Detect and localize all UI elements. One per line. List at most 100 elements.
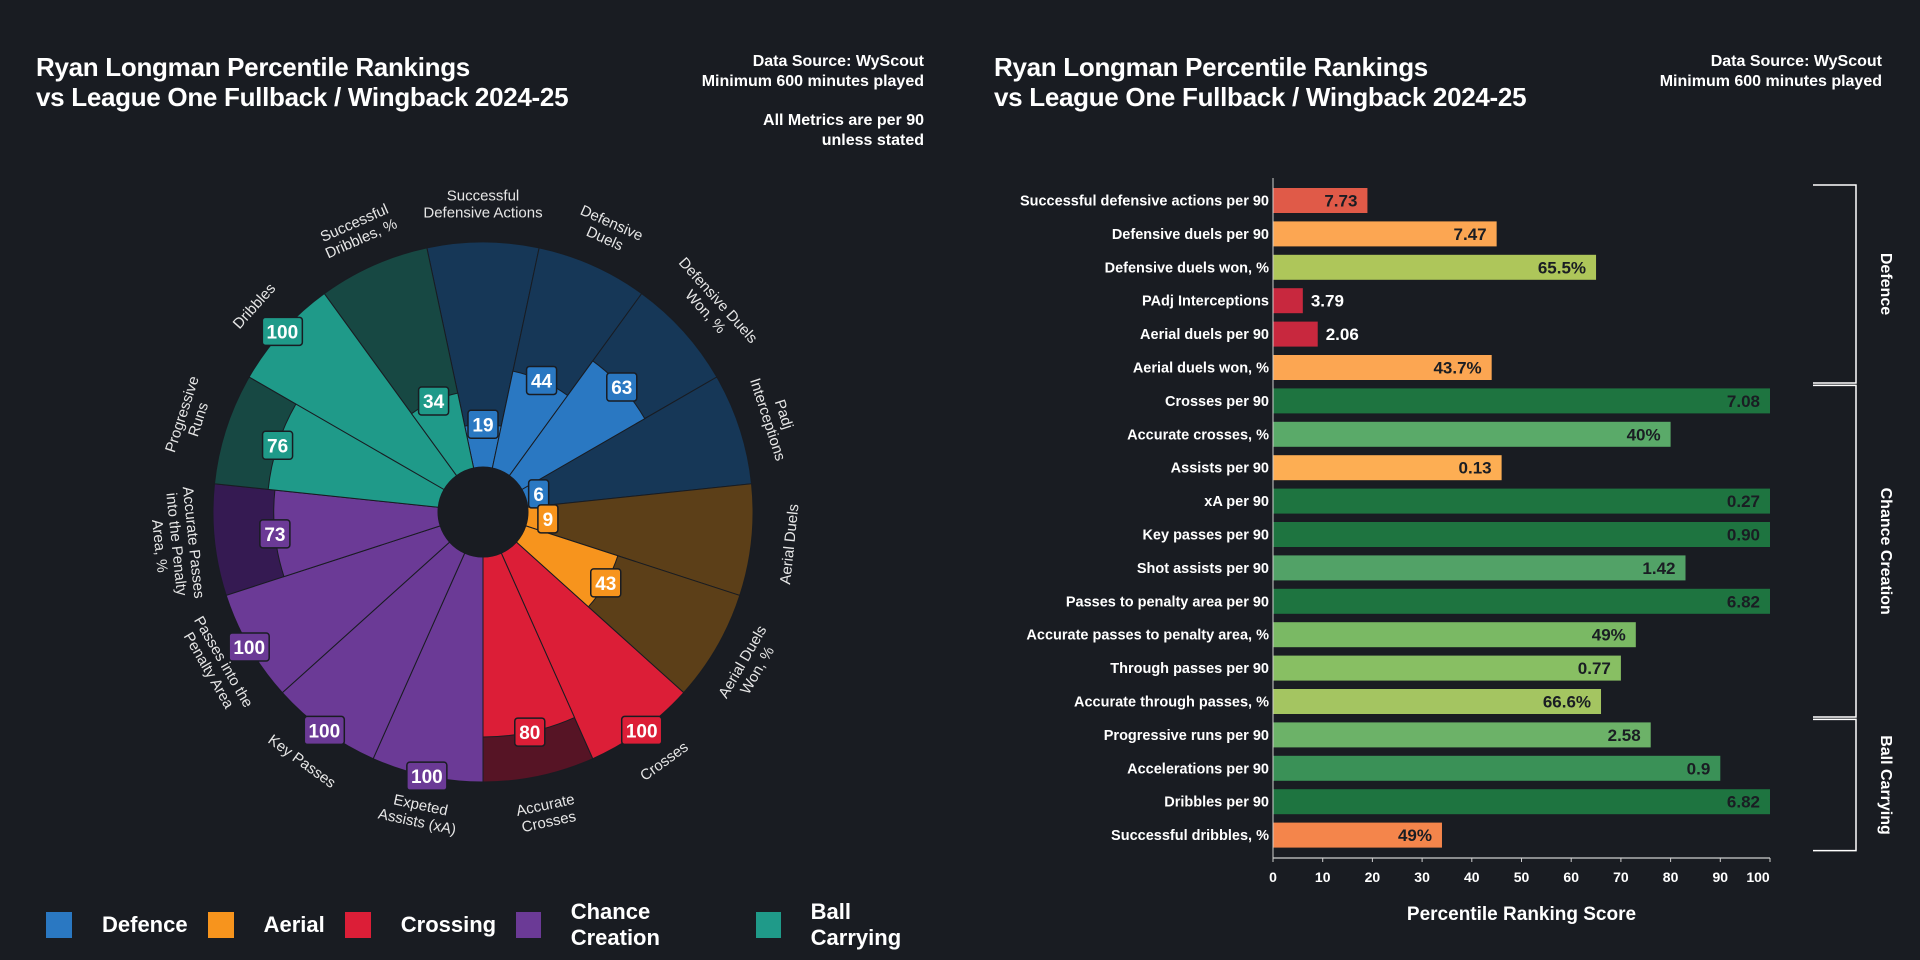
- title-line-2: vs League One Fullback / Wingback 2024-2…: [994, 82, 1527, 112]
- polar-value-labels: 19 44 63 6 9 43 100 80 100 100 100 73 76 100 34: [228, 316, 663, 791]
- bar-value-label: 43.7%: [1433, 359, 1481, 378]
- bar-chart-title: Ryan Longman Percentile Rankings vs Leag…: [994, 52, 1527, 112]
- bar-row: Aerial duels per 90 2.06: [1140, 321, 1359, 347]
- polar-value-badge: 100: [406, 761, 448, 791]
- bar-row: Successful dribbles, % 49%: [1111, 822, 1442, 848]
- bar-category-label: Dribbles per 90: [1164, 795, 1269, 811]
- bar-chart-panel: Ryan Longman Percentile Rankings vs Leag…: [960, 0, 1920, 960]
- legend-item-crossing: Crossing: [344, 912, 496, 938]
- title-line-1: Ryan Longman Percentile Rankings: [36, 52, 470, 82]
- polar-value-wedges: [225, 292, 685, 783]
- bar: [1273, 288, 1303, 314]
- legend-swatch: [344, 912, 371, 938]
- bar-category-label: Successful defensive actions per 90: [1020, 194, 1269, 210]
- bar-value-label: 3.79: [1311, 292, 1344, 311]
- badge-box: [259, 519, 291, 549]
- bar: [1273, 522, 1770, 547]
- polar-chart-panel: Ryan Longman Percentile Rankings vs Leag…: [36, 52, 940, 951]
- bar-row: Dribbles per 90 6.82: [1164, 789, 1770, 815]
- group-label: Defence: [1877, 253, 1894, 315]
- polar-value-badge: 100: [620, 715, 663, 746]
- data-source-note: Data Source: WyScout Minimum 600 minutes…: [702, 52, 924, 92]
- badge-box: [620, 715, 663, 746]
- legend-label: Defence: [102, 912, 188, 937]
- bar-row: Crosses per 90 7.08: [1165, 388, 1770, 414]
- metrics-note: All Metrics are per 90 unless stated: [763, 111, 924, 151]
- bar-value-label: 2.06: [1326, 325, 1359, 344]
- bar-value-label: 0.90: [1727, 526, 1760, 545]
- polar-category-label: Accurate Passesinto the PenaltyArea, %: [145, 486, 207, 603]
- badge-box: [590, 568, 622, 598]
- polar-value-label: 100: [411, 767, 443, 788]
- badge-box: [261, 316, 304, 347]
- polar-value-badge: 44: [525, 365, 558, 396]
- x-tick-label: 60: [1563, 869, 1579, 885]
- polar-value-label: 63: [611, 378, 632, 399]
- x-tick-label: 90: [1713, 869, 1729, 885]
- bar: [1273, 789, 1770, 815]
- bar-row: Aerial duels won, % 43.7%: [1133, 355, 1492, 380]
- polar-value-label: 44: [531, 371, 553, 392]
- polar-value-label: 76: [267, 436, 288, 457]
- bar-category-label: Defensive duels won, %: [1105, 260, 1269, 276]
- bar: [1273, 388, 1770, 414]
- bar-value-label: 0.9: [1687, 759, 1711, 778]
- title-line-2: vs League One Fullback / Wingback 2024-2…: [36, 82, 569, 112]
- bar-row: Accurate passes to penalty area, % 49%: [1026, 622, 1636, 648]
- bar: [1273, 455, 1502, 481]
- source-line-1: Data Source: WyScout: [752, 53, 924, 70]
- bar-row: Successful defensive actions per 90 7.73: [1020, 188, 1368, 213]
- bar-value-label: 2.58: [1608, 726, 1641, 745]
- bar-value-label: 0.77: [1578, 659, 1611, 678]
- polar-value-label: 100: [308, 721, 340, 742]
- polar-value-badge: 76: [261, 430, 294, 461]
- bar: [1273, 622, 1636, 648]
- bar-row: Defensive duels won, % 65.5%: [1105, 254, 1597, 280]
- bar-row: Through passes per 90 0.77: [1110, 655, 1621, 681]
- note-line-2: unless stated: [821, 132, 924, 149]
- bar-row: Accurate crosses, % 40%: [1127, 421, 1671, 447]
- polar-value-badge: 73: [259, 519, 291, 549]
- polar-value-badge: 63: [606, 372, 638, 402]
- bar: [1273, 655, 1621, 681]
- bar-value-label: 7.08: [1727, 392, 1760, 411]
- legend-item-ball-carrying: Ball Carrying: [756, 899, 940, 951]
- bar-row: Progressive runs per 90 2.58: [1104, 722, 1651, 748]
- x-tick-label: 80: [1663, 869, 1679, 885]
- polar-value-badge: 43: [590, 568, 622, 598]
- source-line-2: Minimum 600 minutes played: [1659, 73, 1882, 90]
- bracket-line: [1813, 184, 1857, 384]
- bar-row: Shot assists per 90 1.42: [1137, 555, 1686, 581]
- legend-item-chance-creation: Chance Creation: [516, 899, 736, 951]
- bar-value-label: 7.73: [1324, 192, 1357, 211]
- bar: [1273, 321, 1318, 347]
- badge-box: [537, 504, 559, 534]
- legend-item-defence: Defence: [46, 912, 188, 938]
- bar: [1273, 188, 1368, 213]
- polar-category-label: Successful Defensive Actions: [423, 188, 542, 222]
- polar-value-badge: 19: [467, 409, 499, 439]
- badge-box: [525, 365, 558, 396]
- bar: [1273, 689, 1602, 714]
- bar-value-label: 6.82: [1727, 592, 1760, 611]
- bar-rows: Successful defensive actions per 90 7.73 D…: [1020, 188, 1770, 848]
- polar-value-badge: 9: [537, 504, 559, 534]
- bar-row: PAdj Interceptions 3.79: [1142, 288, 1344, 314]
- title-line-1: Ryan Longman Percentile Rankings: [994, 52, 1428, 82]
- bar-row: Passes to penalty area per 90 6.82: [1066, 588, 1770, 614]
- x-tick-label: 30: [1414, 869, 1430, 885]
- bar-row: Defensive duels per 90 7.47: [1112, 221, 1497, 247]
- badge-box: [228, 632, 270, 662]
- bar: [1273, 488, 1770, 514]
- polar-category-label: PadjInterceptions: [746, 371, 805, 463]
- polar-category-label: AccurateCrosses: [515, 791, 580, 837]
- polar-value-label: 19: [472, 415, 493, 436]
- bar-value-label: 1.42: [1642, 559, 1675, 578]
- polar-value-label: 100: [266, 322, 298, 343]
- bar-category-label: Assists per 90: [1171, 461, 1269, 477]
- polar-value-label: 43: [595, 574, 616, 595]
- polar-value-badge: 100: [303, 715, 346, 746]
- polar-value-label: 9: [543, 510, 554, 531]
- legend-swatch: [207, 912, 234, 938]
- legend-swatch: [756, 912, 781, 938]
